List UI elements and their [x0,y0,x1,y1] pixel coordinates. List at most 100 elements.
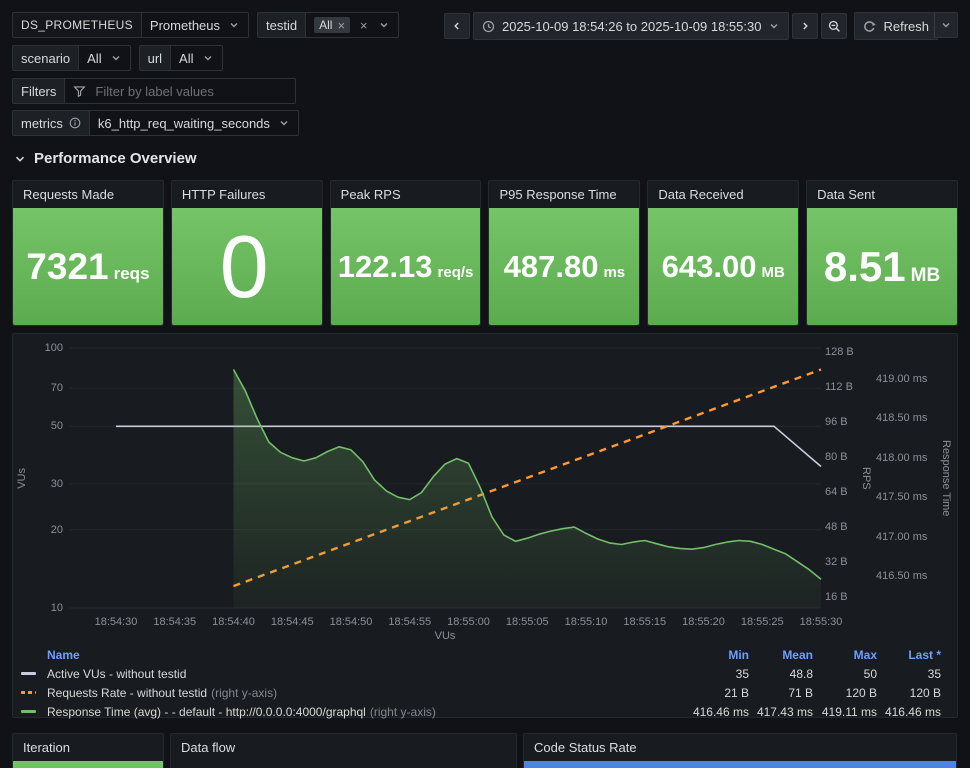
filters-input-box [64,78,297,104]
section-title: Performance Overview [34,150,197,167]
stat-unit: MB [910,264,941,286]
panel-title[interactable]: Data Sent [817,187,875,202]
x-axis-tick: 18:55:20 [682,616,725,628]
chevron-down-icon [112,56,120,61]
scenario-label: scenario [12,45,80,71]
url-value: All [179,50,194,66]
section-performance-overview[interactable]: Performance Overview [14,150,197,167]
stat-value-area: 487.80 ms [489,208,640,325]
rps-axis-tick: 64 B [825,486,848,498]
stat-value: 8.51 [823,242,906,290]
clock-icon [482,20,495,32]
toolbar-row-3: Filters [12,78,297,104]
testid-label: testid [257,12,307,38]
rps-axis-tick: 32 B [825,556,848,568]
stat-value-area: 7321 reqs [13,208,163,325]
stat-peak-rps: Peak RPS 122.13 req/s [329,180,482,326]
x-axis-title: VUs [434,630,456,642]
legend-series-name[interactable]: Requests Rate - without testid (right y-a… [47,685,278,700]
left-axis-tick: 30 [50,477,63,490]
chevron-down-icon [204,56,211,61]
filters-input[interactable] [93,82,288,100]
clear-selection-icon[interactable]: × [360,17,368,33]
refresh-button[interactable]: Refresh [854,12,938,40]
panel-title[interactable]: Iteration [23,740,70,755]
left-axis-tick: 50 [50,420,63,433]
legend-mean: 71 B [788,685,813,700]
panel-title[interactable]: Data Received [658,187,744,202]
scenario-select[interactable]: All [78,45,131,71]
legend-col-name[interactable]: Name [47,648,80,662]
bottom-panel-row: Iteration Data flow Code Status Rate [12,733,957,768]
toolbar-row-4: metrics k6_http_req_waiting_seconds [12,110,299,136]
toolbar-row-2: scenario All url All [12,45,223,71]
legend-series-name[interactable]: Response Time (avg) - - default - http:/… [47,704,436,719]
series-color-icon [21,691,47,694]
legend-last: 416.46 ms [884,704,941,719]
time-range-picker-button[interactable]: 2025-10-09 18:54:26 to 2025-10-09 18:55:… [472,12,790,40]
stat-data-received: Data Received 643.00 MB [647,180,800,326]
var-filters: Filters [12,78,297,104]
stat-http-failures: HTTP Failures 0 [170,180,323,326]
x-axis-tick: 18:54:30 [94,616,138,628]
time-shift-forward-button[interactable] [792,13,819,39]
x-axis-tick: 18:54:40 [212,616,255,628]
panel-title[interactable]: Peak RPS [340,187,401,202]
testid-select[interactable]: All × × [305,12,399,38]
datasource-select[interactable]: Prometheus [140,12,250,38]
series-line [116,425,822,468]
panel-title[interactable]: P95 Response Time [499,187,617,202]
left-axis-tick: 20 [50,523,63,536]
url-select[interactable]: All [170,45,223,71]
rps-axis-tick: 112 B [825,381,853,393]
var-testid: testid All × × [257,12,399,38]
x-axis-tick: 18:55:10 [564,616,608,628]
panel-title[interactable]: HTTP Failures [181,187,266,202]
legend-series-name[interactable]: Active VUs - without testid [47,666,187,681]
rt-axis-tick: 418.50 ms [876,412,928,425]
stat-panel-row: Requests Made 7321 reqs HTTP Failures 0 P… [12,180,958,326]
legend-col-mean[interactable]: Mean [782,648,813,662]
iteration-stat-area [13,761,163,768]
datasource-value: Prometheus [149,17,221,33]
refresh-label: Refresh [883,18,929,34]
x-axis-tick: 18:55:00 [447,616,490,628]
testid-chip-all[interactable]: All × [314,17,351,33]
stat-value-area: 643.00 MB [648,208,799,325]
rps-axis-tick: 128 B [825,346,854,358]
timeseries-chart[interactable] [13,334,959,644]
panel-title[interactable]: Code Status Rate [534,740,637,755]
stat-value: 122.13 [337,249,433,284]
panel-title[interactable]: Data flow [181,740,236,755]
timeseries-panel: VUs RPS Response Time VUs 100 70 50 30 20 10 1… [12,333,959,719]
legend-col-last[interactable]: Last * [908,648,941,662]
rps-axis-tick: 80 B [825,451,848,463]
legend-max: 50 [863,666,877,681]
data-flow-panel: Data flow [170,733,517,768]
metrics-select[interactable]: k6_http_req_waiting_seconds [88,110,299,136]
chip-remove-icon[interactable]: × [337,17,346,33]
metrics-label-text: metrics [21,115,63,131]
code-status-rate-panel: Code Status Rate [523,733,957,768]
x-axis-tick: 18:55:30 [799,616,843,628]
time-shift-back-button[interactable] [443,13,470,39]
left-axis-tick: 10 [50,602,63,614]
refresh-interval-button[interactable] [934,12,958,38]
stat-value: 0 [219,216,269,316]
legend-max: 120 B [845,685,877,700]
legend-col-max[interactable]: Max [853,648,877,662]
stat-unit: reqs [113,264,150,283]
chevron-down-icon [770,24,778,29]
metrics-label: metrics [12,110,90,136]
legend-col-min[interactable]: Min [728,648,749,662]
rt-axis-title: Response Time [940,439,952,517]
var-datasource: DS_PROMETHEUS Prometheus [12,12,250,38]
zoom-out-button[interactable] [821,13,848,39]
funnel-icon [73,85,87,97]
panel-title[interactable]: Requests Made [23,187,115,202]
var-metrics: metrics k6_http_req_waiting_seconds [12,110,299,136]
toolbar-row-1: DS_PROMETHEUS Prometheus testid All × × [12,12,399,38]
info-icon[interactable] [69,117,81,129]
legend-min: 35 [735,666,749,681]
legend-max: 419.11 ms [821,704,877,719]
